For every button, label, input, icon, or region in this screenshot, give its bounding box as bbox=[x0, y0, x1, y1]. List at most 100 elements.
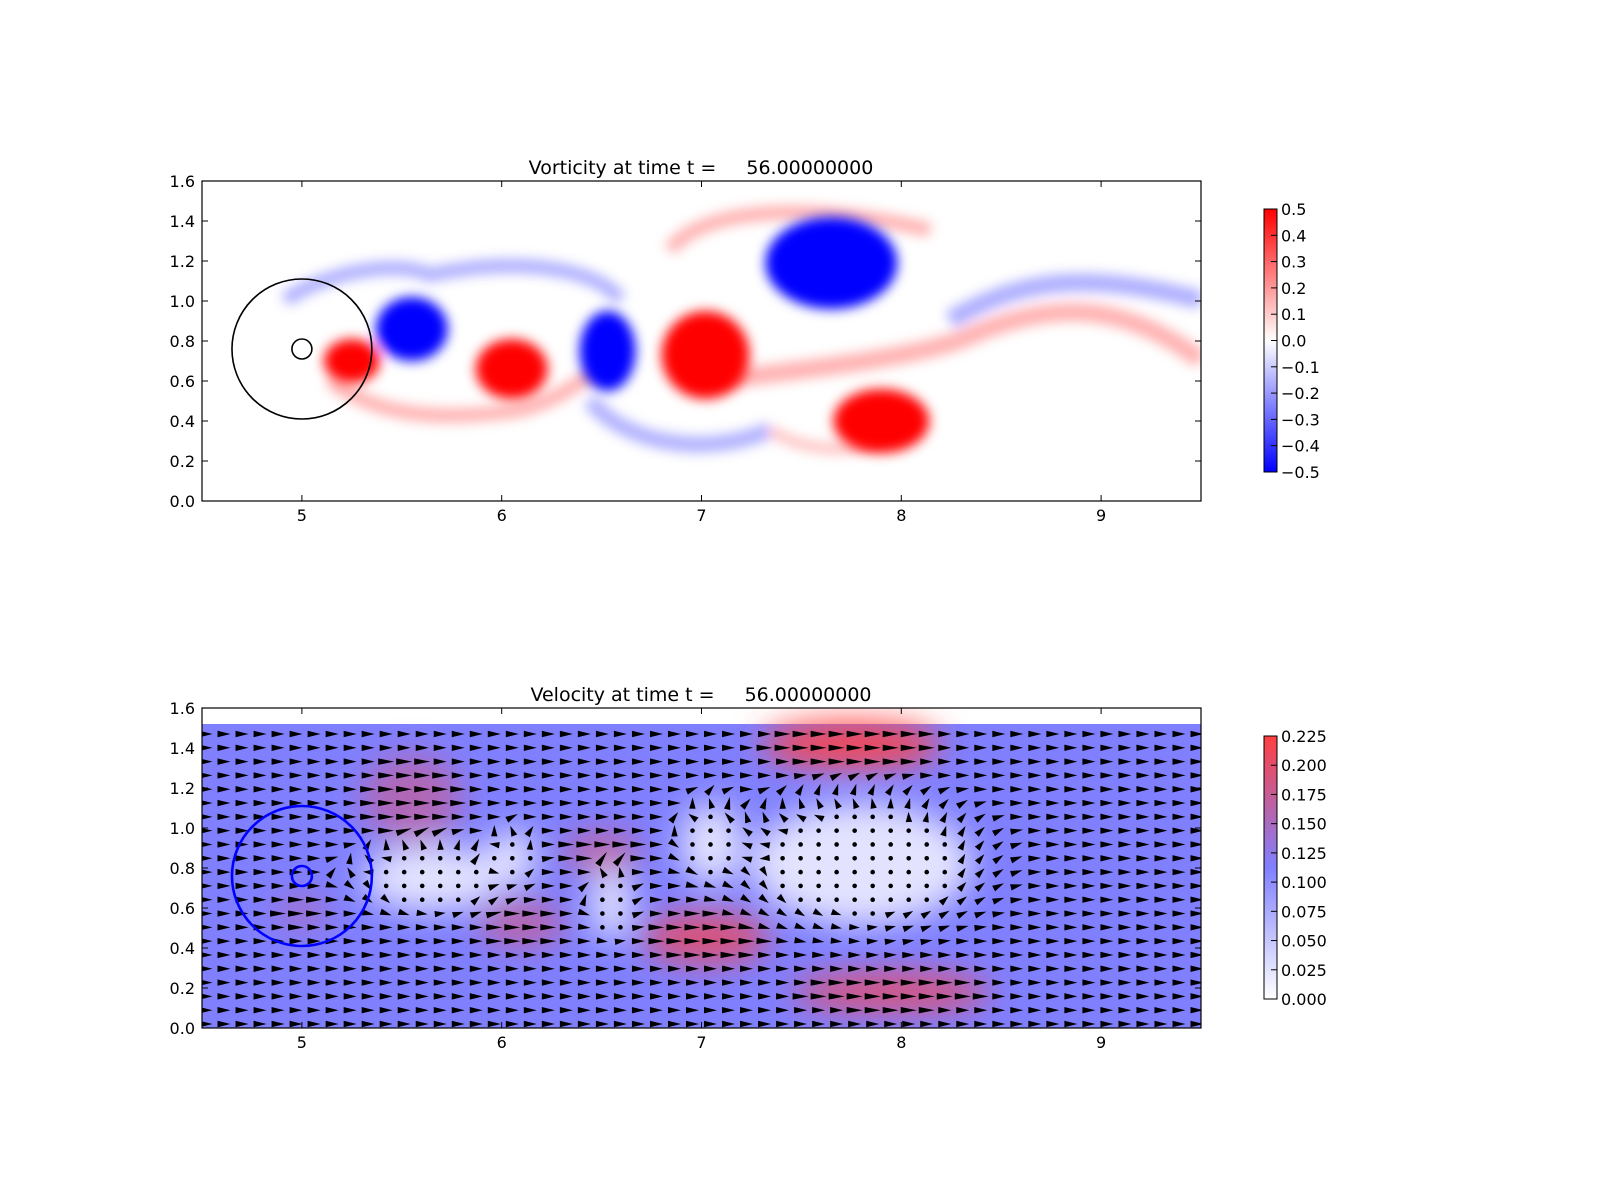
velocity-field bbox=[202, 708, 1201, 1028]
velocity-arrow bbox=[794, 1006, 808, 1014]
velocity-arrow bbox=[217, 841, 231, 848]
velocity-arrow bbox=[720, 937, 737, 945]
velocity-arrow bbox=[288, 910, 305, 917]
vorticity-field bbox=[202, 181, 1201, 501]
velocity-arrow bbox=[325, 841, 339, 848]
velocity-arrow bbox=[667, 867, 681, 875]
velocity-arrow bbox=[325, 772, 339, 779]
velocity-arrow bbox=[974, 826, 985, 837]
velocity-arrow bbox=[487, 813, 501, 821]
velocity-arrow bbox=[849, 923, 861, 931]
velocity-arrow bbox=[523, 786, 537, 793]
velocity-arrow bbox=[541, 813, 555, 821]
velocity-arrow bbox=[343, 813, 357, 821]
velocity-arrow bbox=[1154, 841, 1168, 848]
velocity-arrow bbox=[1046, 951, 1060, 959]
velocity-arrow bbox=[504, 910, 521, 917]
velocity-arrow bbox=[1028, 896, 1042, 903]
velocity-arrow bbox=[325, 744, 339, 752]
velocity-arrow bbox=[577, 923, 591, 930]
y-tick-label: 0.4 bbox=[170, 412, 195, 431]
velocity-arrow bbox=[1046, 813, 1060, 821]
velocity-arrow bbox=[936, 993, 953, 1000]
velocity-arrow bbox=[957, 853, 966, 865]
velocity-dot bbox=[437, 883, 443, 889]
velocity-arrow bbox=[902, 1020, 916, 1028]
velocity-arrow bbox=[992, 897, 1005, 905]
velocity-arrow bbox=[884, 938, 897, 946]
velocity-arrow bbox=[631, 1020, 645, 1028]
x-tick-label: 7 bbox=[696, 1033, 706, 1052]
velocity-arrow bbox=[776, 937, 789, 944]
velocity-arrow bbox=[541, 1020, 555, 1028]
velocity-dot bbox=[455, 869, 461, 875]
velocity-arrow bbox=[434, 911, 446, 918]
velocity-arrow bbox=[577, 937, 591, 945]
velocity-arrow bbox=[1172, 1020, 1186, 1028]
velocity-arrow bbox=[1028, 772, 1042, 779]
velocity-arrow bbox=[596, 937, 608, 944]
velocity-arrow bbox=[595, 758, 609, 765]
velocity-arrow bbox=[828, 979, 845, 986]
velocity-arrow bbox=[1082, 1006, 1096, 1014]
velocity-dot bbox=[798, 883, 803, 889]
velocity-arrow bbox=[433, 1006, 447, 1014]
velocity-arrow bbox=[1154, 730, 1168, 738]
velocity-arrow bbox=[541, 965, 555, 972]
velocity-arrow bbox=[541, 1006, 555, 1014]
velocity-arrow bbox=[486, 937, 503, 945]
velocity-arrow bbox=[1172, 868, 1186, 876]
velocity-arrow bbox=[866, 1020, 880, 1028]
velocity-arrow bbox=[1118, 868, 1132, 876]
velocity-dot bbox=[401, 869, 407, 875]
velocity-arrow bbox=[740, 798, 751, 810]
velocity-arrow bbox=[541, 868, 555, 876]
velocity-arrow bbox=[1028, 758, 1042, 765]
velocity-arrow bbox=[540, 937, 557, 945]
velocity-arrow bbox=[1154, 758, 1168, 765]
velocity-arrow bbox=[505, 813, 518, 823]
velocity-arrow bbox=[325, 881, 339, 888]
velocity-arrow bbox=[721, 880, 734, 889]
velocity-arrow bbox=[901, 773, 915, 780]
velocity-arrow bbox=[217, 1020, 231, 1028]
velocity-arrow bbox=[738, 951, 755, 959]
velocity-arrow bbox=[577, 730, 591, 738]
velocity-arrow bbox=[1136, 868, 1150, 876]
velocity-arrow bbox=[992, 965, 1006, 972]
velocity-arrow bbox=[1154, 799, 1168, 807]
velocity-arrow bbox=[1190, 937, 1201, 945]
velocity-arrow bbox=[396, 799, 413, 807]
velocity-arrow bbox=[595, 813, 609, 821]
velocity-arrow bbox=[884, 1020, 898, 1028]
velocity-arrow bbox=[487, 799, 501, 807]
velocity-arrow bbox=[744, 811, 752, 824]
velocity-arrow bbox=[631, 799, 645, 807]
velocity-arrow bbox=[433, 937, 447, 945]
velocity-arrow bbox=[759, 842, 771, 849]
velocity-arrow bbox=[1172, 813, 1186, 821]
velocity-arrow bbox=[631, 924, 645, 932]
velocity-arrow bbox=[523, 896, 537, 904]
velocity-dot bbox=[618, 911, 623, 916]
velocity-dot bbox=[437, 897, 443, 903]
velocity-arrow bbox=[202, 800, 213, 806]
velocity-arrow bbox=[865, 772, 879, 781]
velocity-arrow bbox=[343, 951, 357, 959]
velocity-arrow bbox=[487, 730, 501, 738]
velocity-arrow bbox=[235, 882, 249, 890]
velocity-arrow bbox=[1010, 786, 1024, 793]
velocity-dot bbox=[726, 828, 731, 833]
velocity-arrow bbox=[956, 758, 970, 765]
velocity-arrow bbox=[1028, 937, 1042, 945]
velocity-arrow bbox=[577, 868, 591, 876]
velocity-arrow bbox=[397, 965, 411, 972]
velocity-arrow bbox=[235, 993, 249, 1000]
low-speed-region bbox=[751, 804, 972, 924]
velocity-arrow bbox=[1100, 924, 1114, 931]
velocity-arrow bbox=[776, 922, 789, 930]
velocity-arrow bbox=[900, 744, 917, 752]
velocity-arrow bbox=[1172, 979, 1186, 986]
velocity-dot bbox=[510, 842, 515, 847]
velocity-arrow bbox=[612, 852, 626, 867]
